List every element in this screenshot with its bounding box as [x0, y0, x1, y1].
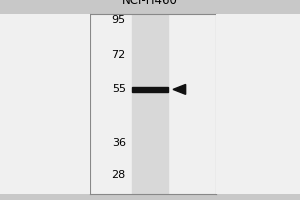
Bar: [132, 87, 168, 92]
Text: NCI-H460: NCI-H460: [122, 0, 178, 7]
Text: 95: 95: [112, 15, 126, 25]
Text: 36: 36: [112, 138, 126, 148]
Text: 55: 55: [112, 84, 126, 94]
Polygon shape: [173, 84, 186, 94]
Text: 28: 28: [112, 170, 126, 180]
Bar: [132, 14, 168, 194]
Text: 72: 72: [112, 50, 126, 60]
